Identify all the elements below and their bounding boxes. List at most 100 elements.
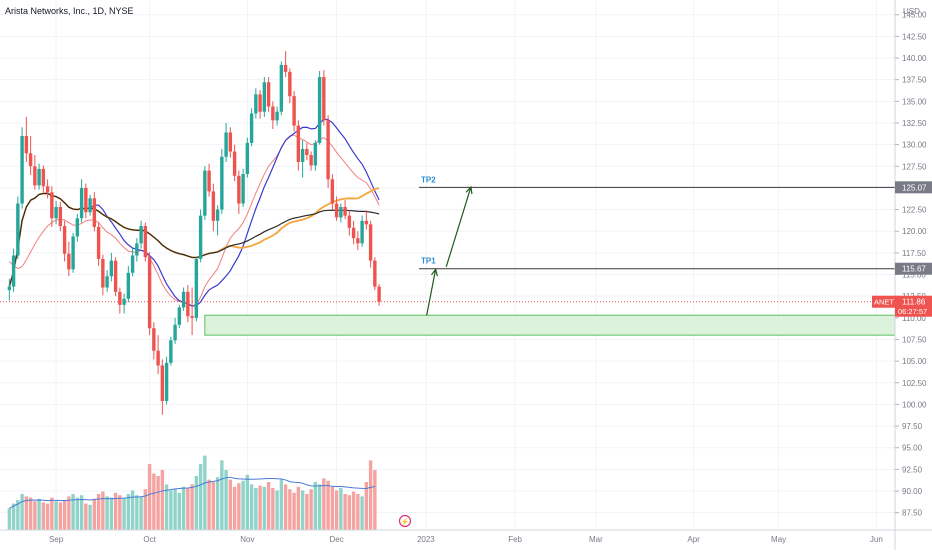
candle[interactable] xyxy=(228,127,233,158)
candle[interactable] xyxy=(330,174,335,210)
candle[interactable] xyxy=(41,165,46,193)
candle[interactable] xyxy=(313,140,318,171)
candle[interactable] xyxy=(126,265,131,303)
candle[interactable] xyxy=(11,248,16,292)
countdown-text: 06:27:57 xyxy=(898,307,927,316)
candle[interactable] xyxy=(190,287,194,336)
candle[interactable] xyxy=(160,359,165,415)
candle[interactable] xyxy=(16,196,20,259)
candle[interactable] xyxy=(249,108,254,147)
candle[interactable] xyxy=(258,90,262,119)
candle[interactable] xyxy=(88,194,92,216)
candle[interactable] xyxy=(356,231,360,251)
candle[interactable] xyxy=(24,116,29,162)
candle[interactable] xyxy=(262,77,267,117)
candle[interactable] xyxy=(305,142,309,161)
candle[interactable] xyxy=(118,287,122,314)
volume-bar xyxy=(305,494,309,530)
candle[interactable] xyxy=(62,220,67,262)
candle[interactable] xyxy=(296,120,301,171)
candle[interactable] xyxy=(266,77,271,112)
candle[interactable] xyxy=(334,196,339,221)
candle[interactable] xyxy=(322,70,326,126)
candle[interactable] xyxy=(79,179,84,223)
candle[interactable] xyxy=(122,293,126,314)
candle[interactable] xyxy=(139,220,143,249)
candle[interactable] xyxy=(271,101,275,130)
candle[interactable] xyxy=(7,278,12,301)
support-zone[interactable] xyxy=(204,314,896,336)
candle[interactable] xyxy=(20,127,24,209)
candle[interactable] xyxy=(135,238,139,262)
candle-body xyxy=(88,198,92,213)
candle[interactable] xyxy=(232,144,237,181)
candle[interactable] xyxy=(37,163,41,190)
candle[interactable] xyxy=(377,284,381,306)
candle[interactable] xyxy=(177,304,182,329)
candle[interactable] xyxy=(373,257,377,291)
candle[interactable] xyxy=(198,209,203,263)
candle[interactable] xyxy=(143,222,148,262)
candle-body xyxy=(96,226,101,259)
candle[interactable] xyxy=(84,183,88,219)
candle[interactable] xyxy=(288,68,292,104)
candle[interactable] xyxy=(343,200,347,220)
candle[interactable] xyxy=(109,252,114,282)
candle[interactable] xyxy=(101,254,105,296)
candle[interactable] xyxy=(215,205,220,236)
candle[interactable] xyxy=(275,106,279,126)
candle[interactable] xyxy=(130,248,135,277)
candle-body xyxy=(190,316,194,318)
candle[interactable] xyxy=(54,200,58,225)
candle[interactable] xyxy=(245,137,250,178)
candle[interactable] xyxy=(50,186,54,227)
candle[interactable] xyxy=(67,241,71,277)
candle[interactable] xyxy=(28,135,33,175)
volume-bar xyxy=(160,470,165,530)
candle[interactable] xyxy=(326,115,330,188)
candle[interactable] xyxy=(152,322,156,360)
candle[interactable] xyxy=(207,163,211,197)
candle[interactable] xyxy=(164,356,169,405)
candle[interactable] xyxy=(203,166,207,220)
candle[interactable] xyxy=(33,155,37,190)
candle[interactable] xyxy=(224,122,228,162)
candle[interactable] xyxy=(211,183,216,232)
candle[interactable] xyxy=(339,203,343,223)
candle[interactable] xyxy=(173,317,177,344)
candle[interactable] xyxy=(181,287,186,311)
candle[interactable] xyxy=(96,222,101,266)
candle[interactable] xyxy=(194,257,199,322)
candle[interactable] xyxy=(186,284,190,323)
candle[interactable] xyxy=(92,192,97,232)
candle-body xyxy=(249,113,254,143)
candle[interactable] xyxy=(300,140,305,178)
lightning-badge[interactable]: ⚡ xyxy=(398,514,412,528)
candle[interactable] xyxy=(105,270,109,292)
candle[interactable] xyxy=(368,220,373,268)
candle[interactable] xyxy=(45,179,50,199)
candle[interactable] xyxy=(283,51,288,78)
candle[interactable] xyxy=(347,210,352,236)
candle[interactable] xyxy=(292,90,296,132)
candle[interactable] xyxy=(364,210,369,230)
candle[interactable] xyxy=(220,148,224,214)
candle[interactable] xyxy=(237,170,241,214)
candle[interactable] xyxy=(147,252,152,336)
candle[interactable] xyxy=(254,88,258,119)
candle[interactable] xyxy=(317,71,322,145)
candle-body xyxy=(339,206,343,218)
candle[interactable] xyxy=(58,201,63,232)
candle[interactable] xyxy=(113,257,118,297)
candle[interactable] xyxy=(241,168,245,207)
candle[interactable] xyxy=(169,336,173,366)
candle[interactable] xyxy=(71,232,75,273)
candle[interactable] xyxy=(156,335,160,375)
candle[interactable] xyxy=(75,213,80,242)
candle[interactable] xyxy=(279,61,284,116)
candle-body xyxy=(7,286,12,291)
candle[interactable] xyxy=(351,220,356,245)
candle[interactable] xyxy=(309,151,313,171)
candle[interactable] xyxy=(360,215,364,247)
